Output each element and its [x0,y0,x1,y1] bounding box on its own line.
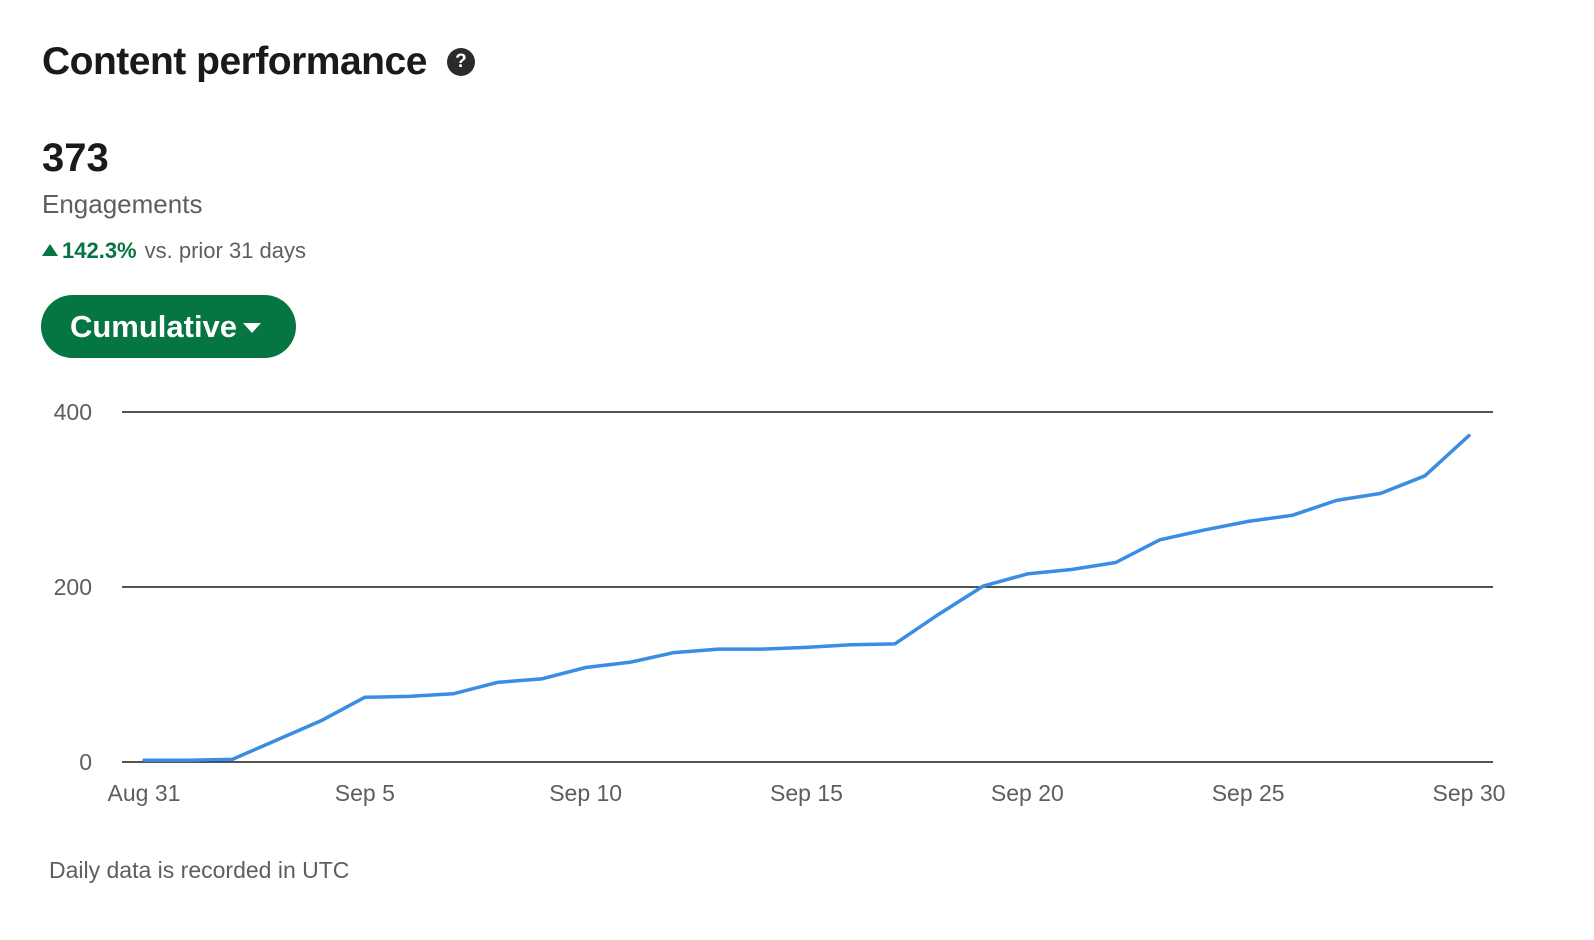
data-point[interactable] [359,691,371,703]
data-point[interactable] [1154,534,1166,546]
x-tick-label: Sep 20 [991,780,1064,806]
x-tick-label: Sep 30 [1433,780,1506,806]
trend-indicator: 142.3% vs. prior 31 days [42,238,306,264]
data-point[interactable] [1021,568,1033,580]
y-tick-label: 200 [54,574,92,600]
data-point[interactable] [1375,487,1387,499]
data-point[interactable] [1242,515,1254,527]
data-point[interactable] [801,641,813,653]
data-point[interactable] [977,580,989,592]
x-tick-label: Sep 15 [770,780,843,806]
data-point[interactable] [1286,509,1298,521]
data-point[interactable] [624,656,636,668]
data-point[interactable] [138,754,150,766]
caret-down-icon [243,323,262,333]
data-point[interactable] [226,753,238,765]
y-tick-label: 0 [79,749,92,775]
cumulative-dropdown-button[interactable]: Cumulative [41,295,296,358]
data-point[interactable] [845,639,857,651]
data-point[interactable] [889,638,901,650]
series-line [142,433,1471,763]
utc-footnote: Daily data is recorded in UTC [49,857,350,883]
y-tick-label: 400 [54,399,92,425]
triangle-up-icon [42,244,58,256]
data-point[interactable] [1198,524,1210,536]
x-tick-label: Sep 25 [1212,780,1285,806]
data-point[interactable] [1463,430,1475,442]
dropdown-label: Cumulative [69,308,238,344]
engagements-label: Engagements [42,189,203,219]
data-point[interactable] [491,676,503,688]
x-tick-label: Aug 31 [108,780,181,806]
data-point[interactable] [1419,470,1431,482]
header: Content performance ? [42,40,475,84]
trend-comparison-text: vs. prior 31 days [144,238,307,263]
data-point[interactable] [933,608,945,620]
engagements-value: 373 [42,136,109,180]
data-point[interactable] [182,754,194,766]
data-point[interactable] [1331,494,1343,506]
line-chart: 0 200 400 Aug 31 Sep 5 Sep 10 Sep 15 Sep 20 Sep… [54,399,1506,806]
data-point[interactable] [580,662,592,674]
x-tick-label: Sep 5 [335,780,395,806]
data-point[interactable] [271,734,283,746]
data-point[interactable] [536,673,548,685]
data-point[interactable] [447,688,459,700]
data-point[interactable] [668,647,680,659]
data-point[interactable] [712,643,724,655]
data-point[interactable] [403,690,415,702]
page-title: Content performance [42,40,427,83]
data-point[interactable] [1066,564,1078,576]
trend-percent: 142.3% [62,238,137,263]
data-point[interactable] [315,715,327,727]
data-point[interactable] [1110,557,1122,569]
x-tick-label: Sep 10 [549,780,622,806]
question-circle-icon[interactable]: ? [446,48,475,76]
data-point[interactable] [756,643,768,655]
